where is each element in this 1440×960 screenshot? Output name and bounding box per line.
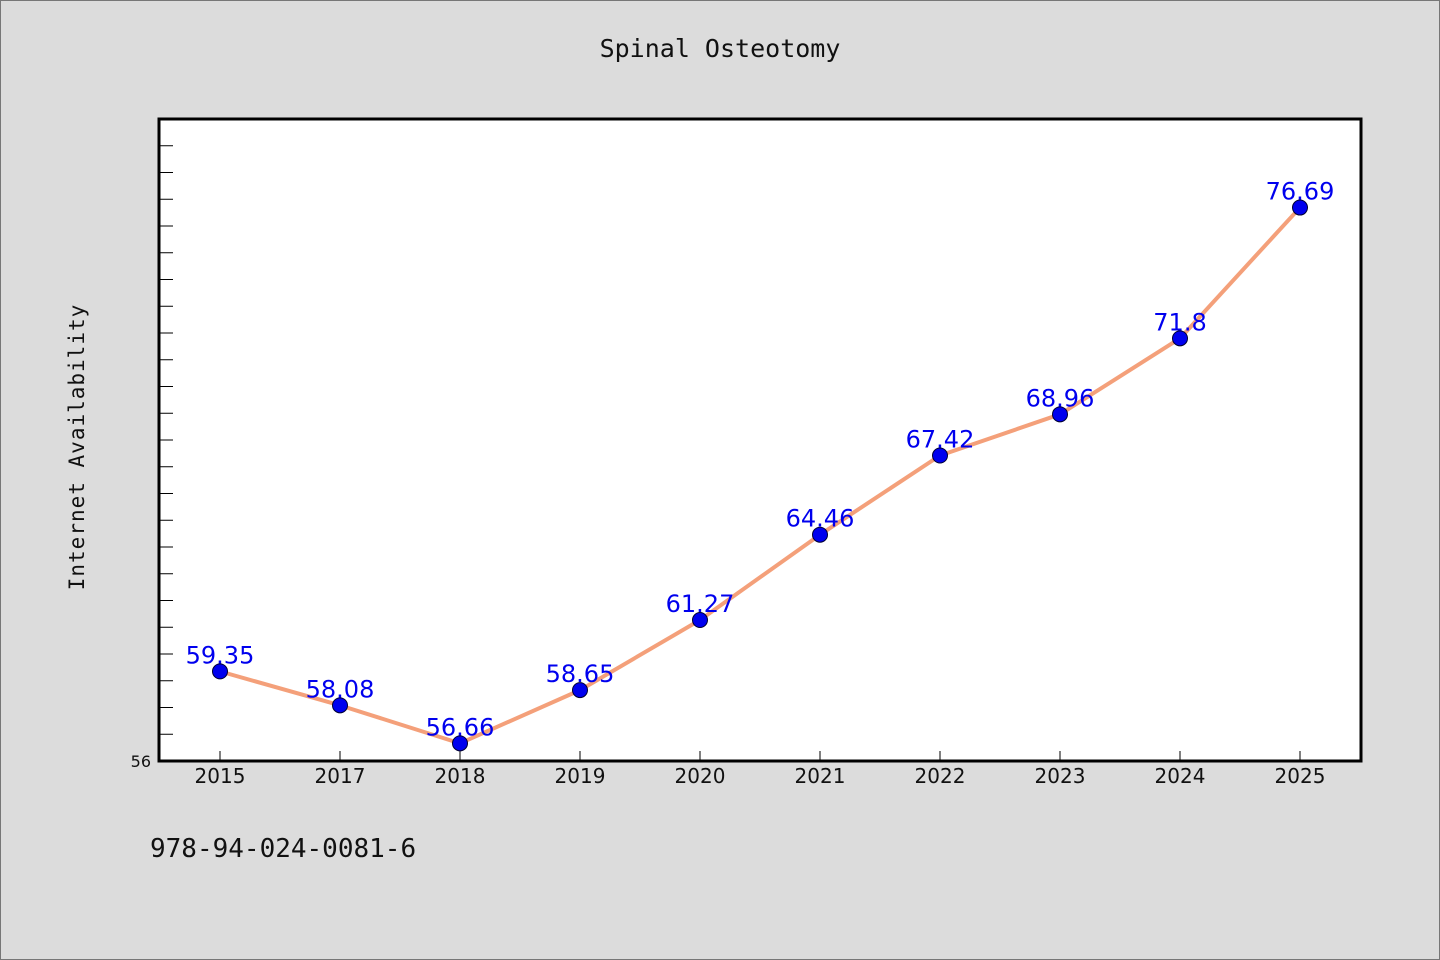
data-labels: 59.35 58.08 56.66 58.65 61.27 64.46 67.42 68.96… xyxy=(186,178,1335,742)
x-tick-label: 2025 xyxy=(1275,764,1326,788)
data-label: 59.35 xyxy=(186,641,255,669)
data-point xyxy=(1052,406,1068,423)
data-label: 76.69 xyxy=(1266,178,1335,206)
plot-area xyxy=(157,117,1363,763)
data-point xyxy=(572,682,588,699)
data-point xyxy=(932,447,948,464)
x-tick-label: 2020 xyxy=(675,764,726,788)
data-label: 71.8 xyxy=(1153,308,1206,336)
x-tick-label: 2022 xyxy=(915,764,966,788)
y-axis-ticks: 56 xyxy=(131,145,173,771)
data-point xyxy=(452,735,468,752)
data-point xyxy=(1292,199,1308,216)
x-tick-label: 2019 xyxy=(555,764,606,788)
data-point xyxy=(212,663,228,680)
data-label: 64.46 xyxy=(786,505,855,533)
chart-title: Spinal Osteotomy xyxy=(599,34,841,63)
y-tick-label: 56 xyxy=(131,752,151,771)
data-label: 67.42 xyxy=(906,426,975,454)
data-label: 58.65 xyxy=(546,660,615,688)
data-label: 58.08 xyxy=(306,675,375,703)
x-axis-ticks: 2015 2017 2018 2019 2020 2021 2022 2023 2024 2025 xyxy=(195,751,1326,788)
data-label: 56.66 xyxy=(426,713,495,741)
data-label: 61.27 xyxy=(666,590,735,618)
x-tick-label: 2021 xyxy=(795,764,846,788)
isbn-footer: 978-94-024-0081-6 xyxy=(150,834,417,864)
x-tick-label: 2018 xyxy=(435,764,486,788)
data-label: 68.96 xyxy=(1026,384,1095,412)
x-tick-label: 2015 xyxy=(195,764,246,788)
data-point xyxy=(812,526,828,543)
series-line xyxy=(218,205,1302,746)
data-point xyxy=(692,612,708,629)
data-point xyxy=(1172,330,1188,347)
series-markers xyxy=(212,199,1308,752)
x-tick-label: 2024 xyxy=(1155,764,1206,788)
data-point xyxy=(332,697,348,714)
x-tick-label: 2023 xyxy=(1035,764,1086,788)
x-tick-label: 2017 xyxy=(315,764,366,788)
